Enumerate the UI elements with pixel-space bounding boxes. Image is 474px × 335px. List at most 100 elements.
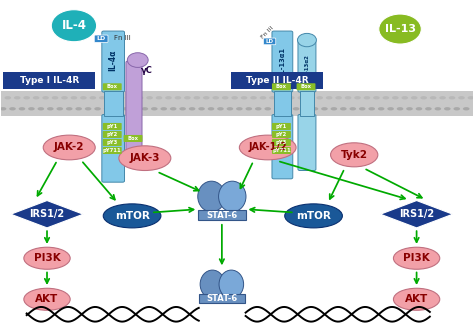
Circle shape — [128, 53, 148, 67]
Text: pY3: pY3 — [276, 140, 287, 145]
Text: IRS1/2: IRS1/2 — [29, 209, 64, 219]
FancyBboxPatch shape — [231, 72, 323, 89]
Bar — [104, 91, 123, 116]
Text: IL-13α1: IL-13α1 — [279, 47, 285, 75]
FancyBboxPatch shape — [272, 123, 291, 130]
Bar — [0, 91, 474, 116]
Ellipse shape — [43, 135, 95, 160]
Ellipse shape — [80, 96, 87, 99]
Ellipse shape — [285, 204, 342, 228]
Bar — [300, 91, 314, 116]
Ellipse shape — [71, 96, 77, 99]
Ellipse shape — [393, 288, 440, 310]
Ellipse shape — [24, 288, 70, 310]
Bar — [274, 91, 291, 116]
Ellipse shape — [123, 107, 129, 111]
Ellipse shape — [340, 107, 346, 111]
Ellipse shape — [454, 107, 460, 111]
Ellipse shape — [9, 107, 16, 111]
FancyBboxPatch shape — [103, 123, 122, 130]
Text: AKT: AKT — [405, 294, 428, 304]
Ellipse shape — [444, 107, 451, 111]
FancyBboxPatch shape — [272, 147, 291, 154]
Ellipse shape — [52, 96, 58, 99]
Ellipse shape — [151, 107, 157, 111]
Circle shape — [51, 10, 97, 42]
Text: JAK-3: JAK-3 — [129, 153, 160, 163]
Text: pY1: pY1 — [276, 124, 287, 129]
Circle shape — [379, 14, 421, 44]
FancyBboxPatch shape — [272, 115, 293, 179]
Ellipse shape — [283, 107, 290, 111]
Ellipse shape — [236, 107, 243, 111]
Ellipse shape — [274, 107, 281, 111]
Ellipse shape — [160, 107, 167, 111]
Ellipse shape — [189, 107, 195, 111]
Ellipse shape — [4, 96, 11, 99]
Ellipse shape — [411, 96, 418, 99]
Text: JAK-1/2: JAK-1/2 — [248, 142, 287, 152]
Ellipse shape — [128, 96, 134, 99]
Ellipse shape — [392, 96, 399, 99]
Text: mTOR: mTOR — [296, 211, 331, 221]
Ellipse shape — [397, 107, 403, 111]
Text: pY711: pY711 — [272, 148, 291, 153]
Ellipse shape — [14, 96, 20, 99]
Ellipse shape — [227, 107, 233, 111]
Ellipse shape — [430, 96, 437, 99]
Ellipse shape — [193, 96, 200, 99]
Ellipse shape — [378, 107, 384, 111]
Text: pY2: pY2 — [107, 132, 118, 137]
Text: PI3K: PI3K — [34, 253, 60, 263]
Ellipse shape — [61, 96, 68, 99]
Text: Type I IL-4R: Type I IL-4R — [19, 76, 79, 85]
Polygon shape — [11, 201, 83, 228]
Text: pY2: pY2 — [276, 132, 287, 137]
Ellipse shape — [406, 107, 413, 111]
Ellipse shape — [119, 146, 171, 171]
FancyBboxPatch shape — [3, 72, 95, 89]
Ellipse shape — [373, 96, 380, 99]
Text: Box: Box — [107, 84, 118, 89]
Text: STAT-6: STAT-6 — [206, 294, 237, 303]
Ellipse shape — [326, 96, 332, 99]
Ellipse shape — [137, 96, 144, 99]
Ellipse shape — [349, 107, 356, 111]
Ellipse shape — [279, 96, 285, 99]
FancyBboxPatch shape — [297, 83, 316, 90]
Polygon shape — [380, 201, 453, 228]
Ellipse shape — [330, 107, 337, 111]
Ellipse shape — [212, 96, 219, 99]
Ellipse shape — [231, 96, 238, 99]
Text: pY711: pY711 — [103, 148, 122, 153]
Ellipse shape — [449, 96, 456, 99]
Text: mTOR: mTOR — [115, 211, 149, 221]
Ellipse shape — [439, 96, 446, 99]
Ellipse shape — [330, 143, 378, 167]
Ellipse shape — [174, 96, 181, 99]
Ellipse shape — [393, 247, 440, 269]
Ellipse shape — [165, 96, 172, 99]
FancyBboxPatch shape — [264, 38, 276, 45]
Ellipse shape — [179, 107, 186, 111]
Text: γC: γC — [141, 66, 153, 75]
Ellipse shape — [132, 107, 139, 111]
Ellipse shape — [241, 96, 247, 99]
Text: JAK-2: JAK-2 — [54, 142, 84, 152]
Ellipse shape — [435, 107, 441, 111]
Ellipse shape — [468, 96, 474, 99]
Ellipse shape — [198, 107, 205, 111]
Ellipse shape — [298, 96, 304, 99]
FancyBboxPatch shape — [272, 139, 291, 146]
Ellipse shape — [0, 107, 6, 111]
Ellipse shape — [142, 107, 148, 111]
Ellipse shape — [42, 96, 49, 99]
Ellipse shape — [18, 107, 25, 111]
Text: LD: LD — [97, 36, 106, 41]
Ellipse shape — [425, 107, 432, 111]
Ellipse shape — [208, 107, 214, 111]
Ellipse shape — [383, 96, 389, 99]
FancyBboxPatch shape — [103, 131, 122, 138]
FancyBboxPatch shape — [272, 131, 291, 138]
Text: PI3K: PI3K — [403, 253, 430, 263]
